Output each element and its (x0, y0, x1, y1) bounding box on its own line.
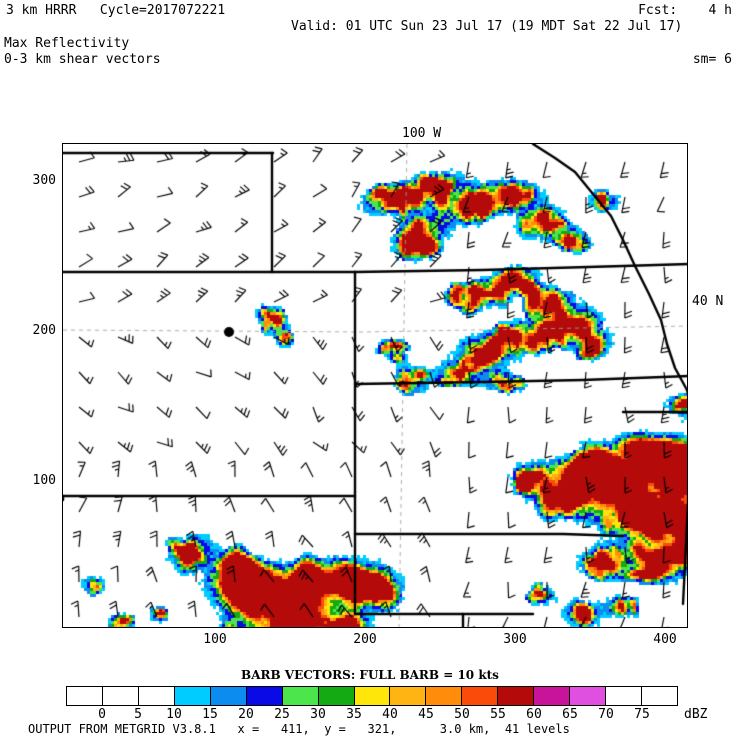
colorbar-tick: 30 (310, 707, 326, 722)
reflectivity-colorbar (66, 686, 678, 706)
colorbar-cell (354, 687, 391, 705)
storm-motion-label: sm= 6 (692, 52, 732, 67)
colorbar-tick: 35 (346, 707, 362, 722)
x-axis-tick: 300 (503, 632, 527, 647)
colorbar-tick: 40 (382, 707, 398, 722)
colorbar-cell (67, 687, 103, 705)
colorbar-tick: 45 (418, 707, 434, 722)
x-axis-tick: 400 (653, 632, 677, 647)
field-subtitle-label: 0-3 km shear vectors (4, 52, 161, 67)
x-axis-tick: 100 (203, 632, 227, 647)
barb-legend-note: BARB VECTORS: FULL BARB = 10 kts (241, 668, 499, 682)
colorbar-cell (246, 687, 283, 705)
colorbar-cell (462, 687, 499, 705)
colorbar-cell (642, 687, 677, 705)
x-axis-tick: 200 (353, 632, 377, 647)
colorbar-cell (390, 687, 427, 705)
reflectivity-canvas (63, 144, 687, 627)
colorbar-tick: 75 (634, 707, 650, 722)
forecast-hour-label: Fcst: 4 h (638, 3, 732, 18)
colorbar-cell (210, 687, 247, 705)
colorbar-cell (570, 687, 607, 705)
colorbar-cell (282, 687, 319, 705)
colorbar-tick: 50 (454, 707, 470, 722)
colorbar-tick: 70 (598, 707, 614, 722)
colorbar-tick: 15 (202, 707, 218, 722)
y-axis-tick: 300 (32, 173, 56, 188)
valid-time-label: Valid: 01 UTC Sun 23 Jul 17 (19 MDT Sat … (291, 19, 683, 34)
colorbar-tick: 10 (166, 707, 182, 722)
output-source-label: OUTPUT FROM METGRID V3.8.1 x = 411, y = … (28, 722, 570, 736)
colorbar-cell (138, 687, 175, 705)
colorbar-tick: 60 (526, 707, 542, 722)
colorbar-cell (102, 687, 139, 705)
model-cycle-label: 3 km HRRR Cycle=2017072221 (6, 3, 226, 18)
colorbar-tick: 55 (490, 707, 506, 722)
colorbar-cell (606, 687, 642, 705)
y-axis-tick: 100 (32, 473, 56, 488)
colorbar-tick: 65 (562, 707, 578, 722)
colorbar-tick: 20 (238, 707, 254, 722)
colorbar-tick: 5 (134, 707, 142, 722)
colorbar-unit-label: dBZ (684, 707, 708, 722)
colorbar-tick: 0 (98, 707, 106, 722)
y-axis-tick: 200 (32, 323, 56, 338)
field-title-label: Max Reflectivity (4, 36, 130, 51)
colorbar-cell (174, 687, 211, 705)
radar-map-plot[interactable] (62, 143, 688, 628)
colorbar-cell (534, 687, 571, 705)
colorbar-tick-labels: 0 5 10 15 20 25 30 35 40 45 50 55 60 65 70 75 (66, 707, 678, 723)
colorbar-tick: 25 (274, 707, 290, 722)
colorbar-cell (498, 687, 535, 705)
longitude-label: 100 W (402, 126, 442, 141)
colorbar-cell (426, 687, 463, 705)
latitude-label: 40 N (692, 294, 724, 309)
colorbar-cell (318, 687, 355, 705)
